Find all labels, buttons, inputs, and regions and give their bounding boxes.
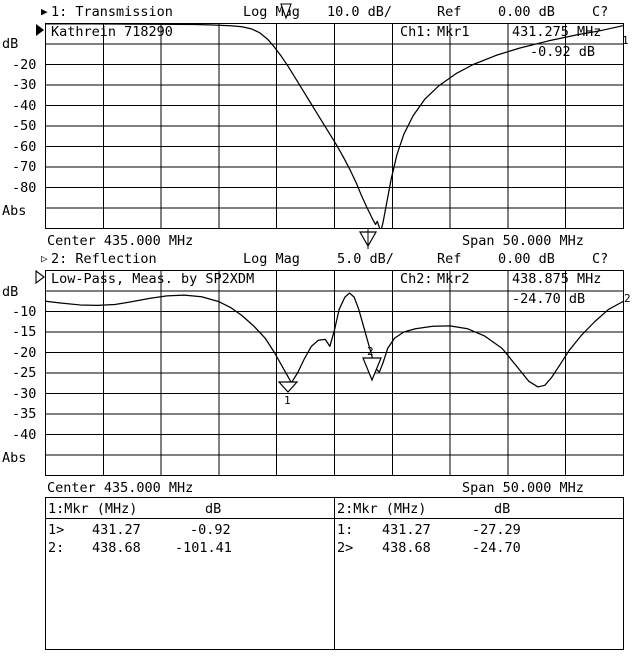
channel1-format[interactable]: Log Mag — [243, 4, 300, 20]
channel2-trace-rendered-group — [45, 292, 624, 388]
channel1-trace-title[interactable]: Kathrein 718290 — [51, 24, 173, 40]
marker-row-freq: 438.68 — [382, 540, 431, 556]
channel2-marker-readout-name: Mkr2 — [437, 271, 470, 287]
marker-table-1: 1:Mkr (MHz) dB 1> 431.27 -0.92 2: 438.68… — [48, 501, 232, 556]
channel2-y-tick-2: -20 — [12, 345, 36, 361]
channel2-active-pointer-icon: ▷ — [41, 252, 48, 265]
marker-1-up-triangle-icon[interactable] — [277, 381, 299, 393]
marker-row-id: 1> — [48, 522, 64, 538]
channel2-ref-label: Ref — [437, 251, 461, 267]
channel1-y-tick-4: -60 — [12, 139, 36, 155]
marker-row-id: 2> — [337, 540, 353, 556]
channel1-marker-readout-name: Mkr1 — [437, 24, 470, 40]
marker-table-2-row-0[interactable]: 1: 431.27 -27.29 — [337, 522, 521, 538]
marker-table-2-row-1[interactable]: 2> 438.68 -24.70 — [337, 540, 521, 556]
channel1-overlay: Kathrein 718290 Ch1: Mkr1 431.275 MHz -0… — [51, 24, 601, 60]
channel1-y-tick-1: -30 — [12, 77, 36, 93]
channel2-marker-readout-channel: Ch2: — [400, 271, 433, 287]
channel1-marker-1[interactable]: 1 — [622, 34, 629, 47]
channel1-marker-trace-label: 1 — [622, 34, 629, 47]
channel1-marker-readout-channel: Ch1: — [400, 24, 433, 40]
channel2-marker-readout-freq: 438.875 MHz — [512, 271, 601, 287]
channel1-footer: Center 435.000 MHz Span 50.000 MHz — [47, 233, 584, 249]
channel2-y-axis: dB -10 -15 -20 -25 -30 -35 -40 Abs — [2, 284, 36, 466]
marker-row-freq: 431.27 — [92, 522, 141, 538]
channel2-trace-rendered — [45, 292, 624, 388]
marker-row-freq: 431.27 — [382, 522, 431, 538]
marker-row-freq: 438.68 — [92, 540, 141, 556]
marker-tables — [45, 497, 624, 650]
channel1-y-unit: dB — [2, 36, 18, 52]
channel1-center-label[interactable]: Center 435.000 MHz — [47, 233, 193, 249]
marker-table-2: 2:Mkr (MHz) dB 1: 431.27 -27.29 2> 438.6… — [337, 501, 521, 556]
channel1-y-mode: Abs — [2, 203, 26, 219]
marker-table-2-value-header: dB — [494, 501, 510, 517]
channel2-y-mode: Abs — [2, 450, 26, 466]
marker-2-down-triangle-icon[interactable] — [362, 357, 382, 382]
channel1-axis-marker-triangle[interactable] — [358, 229, 378, 249]
channel1-y-tick-6: -80 — [12, 180, 36, 196]
marker-row-id: 1: — [337, 522, 353, 538]
channel1-y-tick-0: -20 — [12, 57, 36, 73]
channel1-scale-per-div[interactable]: 10.0 dB/ — [327, 4, 392, 20]
channel1-marker-readout-freq: 431.275 MHz — [512, 24, 601, 40]
channel2-correction-status: C? — [592, 251, 608, 267]
channel2-reference-pointer-icon — [35, 269, 45, 285]
channel2-y-tick-6: -40 — [12, 427, 36, 443]
channel2-trace-title[interactable]: Low-Pass, Meas. by SP2XDM — [51, 271, 254, 287]
channel2-y-tick-4: -30 — [12, 386, 36, 402]
channel2-footer: Center 435.000 MHz Span 50.000 MHz — [47, 480, 584, 496]
channel2-y-tick-0: -10 — [12, 304, 36, 320]
marker-table-1-value-header: dB — [205, 501, 221, 517]
channel1-label[interactable]: 1: Transmission — [51, 4, 173, 20]
channel2-overlay: Low-Pass, Meas. by SP2XDM Ch2: Mkr2 438.… — [51, 271, 601, 307]
channel1-y-tick-2: -40 — [12, 98, 36, 114]
marker-table-1-row-0[interactable]: 1> 431.27 -0.92 — [48, 522, 231, 538]
channel2-y-unit: dB — [2, 284, 18, 300]
channel2-y-tick-3: -25 — [12, 365, 36, 381]
channel1-marker-readout-value: -0.92 dB — [530, 44, 595, 60]
channel2-graticule — [45, 270, 624, 476]
channel1-y-tick-3: -50 — [12, 118, 36, 134]
channel1-correction-status: C? — [592, 4, 608, 20]
channel1-trace-rendered-group — [45, 23, 624, 229]
channel2-marker-1[interactable]: 1 — [277, 381, 299, 407]
marker-row-id: 2: — [48, 540, 64, 556]
channel2-marker-trace-label: 2 — [624, 292, 631, 305]
channel1-y-axis: dB -20 -30 -40 -50 -60 -70 -80 Abs — [2, 36, 36, 219]
channel1-ref-value[interactable]: 0.00 dB — [498, 4, 555, 20]
channel1-span-label[interactable]: Span 50.000 MHz — [462, 233, 584, 249]
channel1-trace-rendered — [45, 23, 624, 229]
channel1-top-marker-pointer-icon — [280, 3, 292, 20]
channel2-marker-2-label: 2 — [367, 345, 374, 358]
channel1-header: ▶ 1: Transmission Log Mag 10.0 dB/ Ref 0… — [41, 4, 608, 20]
channel2-marker-1-label: 1 — [284, 394, 291, 407]
channel2-center-label[interactable]: Center 435.000 MHz — [47, 480, 193, 496]
channel2-format[interactable]: Log Mag — [243, 251, 300, 267]
marker-table-1-row-1[interactable]: 2: 438.68 -101.41 — [48, 540, 232, 556]
channel1-ref-label: Ref — [437, 4, 461, 20]
marker-row-value: -27.29 — [472, 522, 521, 538]
channel2-marker-readout-value: -24.70 dB — [512, 291, 585, 307]
marker-row-value: -0.92 — [190, 522, 231, 538]
channel2-y-tick-5: -35 — [12, 406, 36, 422]
channel1-y-tick-5: -70 — [12, 159, 36, 175]
marker-table-1-title: 1:Mkr (MHz) — [48, 501, 137, 517]
marker-table-2-title: 2:Mkr (MHz) — [337, 501, 426, 517]
marker-row-value: -101.41 — [175, 540, 232, 556]
channel2-marker-2[interactable]: 2 — [362, 345, 382, 382]
channel2-ref-value[interactable]: 0.00 dB — [498, 251, 555, 267]
channel2-scale-per-div[interactable]: 5.0 dB/ — [337, 251, 394, 267]
channel1-graticule — [45, 23, 624, 229]
channel2-header: ▷ 2: Reflection Log Mag 5.0 dB/ Ref 0.00… — [41, 251, 608, 267]
channel1-active-pointer-icon: ▶ — [41, 5, 48, 18]
marker-row-value: -24.70 — [472, 540, 521, 556]
channel2-y-tick-1: -15 — [12, 324, 36, 340]
channel2-span-label[interactable]: Span 50.000 MHz — [462, 480, 584, 496]
channel2-label[interactable]: 2: Reflection — [51, 251, 157, 267]
channel1-reference-pointer-icon — [36, 24, 44, 36]
